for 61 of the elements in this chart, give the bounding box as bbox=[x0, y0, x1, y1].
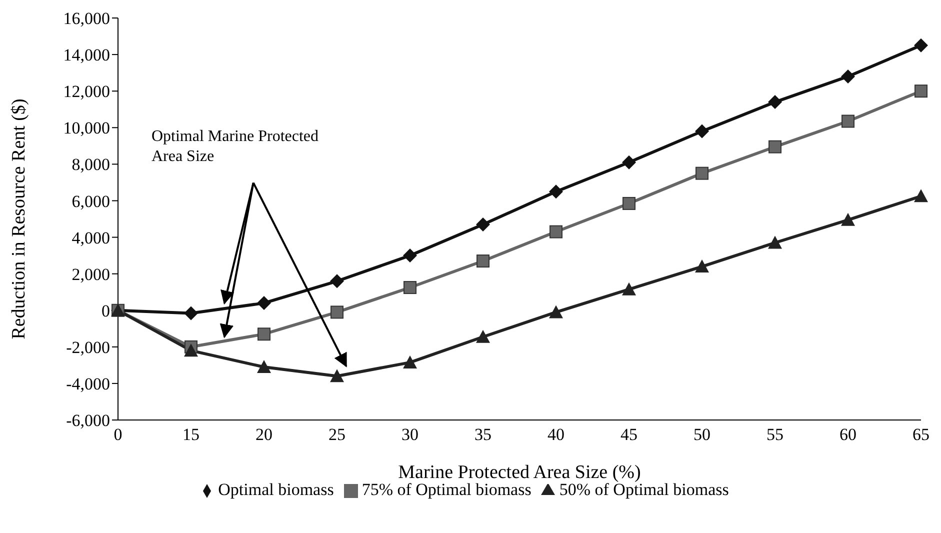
x-tick-label: 25 bbox=[328, 425, 346, 444]
point bbox=[768, 140, 782, 154]
x-tick-label: 35 bbox=[474, 425, 492, 444]
point bbox=[768, 95, 782, 110]
point bbox=[695, 124, 709, 138]
point bbox=[330, 369, 344, 382]
point bbox=[330, 274, 344, 288]
point bbox=[842, 114, 854, 128]
x-axis-title: Marine Protected Area Size (%) bbox=[398, 462, 641, 483]
y-tick-label: 12,000 bbox=[63, 82, 110, 102]
x-tick-label: 40 bbox=[548, 425, 564, 444]
point bbox=[330, 306, 344, 319]
y-tick-label: 16,000 bbox=[63, 9, 110, 28]
point bbox=[257, 296, 271, 310]
point bbox=[914, 84, 928, 98]
annotation: Optimal Marine Protected Area Size bbox=[151, 128, 319, 165]
point bbox=[403, 248, 417, 263]
y-tick-label: 10,000 bbox=[63, 118, 110, 138]
y-tick-label: 4,000 bbox=[72, 228, 110, 248]
y-tick-label: 0 bbox=[102, 301, 110, 320]
point bbox=[622, 196, 636, 210]
point bbox=[404, 281, 416, 294]
point bbox=[914, 38, 928, 52]
y-tick-label: 2,000 bbox=[72, 264, 110, 284]
point bbox=[695, 260, 709, 273]
point bbox=[622, 282, 636, 296]
point bbox=[258, 328, 270, 341]
x-tick-label: 15 bbox=[182, 425, 200, 444]
point bbox=[184, 344, 198, 357]
point bbox=[696, 166, 708, 180]
point bbox=[476, 254, 490, 268]
x-tick-label: 50 bbox=[694, 425, 710, 444]
y-tick-label: -6,000 bbox=[66, 411, 110, 430]
legend-label: 75% of Optimal biomass bbox=[362, 480, 532, 499]
x-tick-label: 55 bbox=[766, 425, 784, 444]
y-tick-label: 6,000 bbox=[72, 192, 110, 211]
y-tick-label: 14,000 bbox=[63, 46, 110, 65]
x-tick-label: 30 bbox=[402, 425, 418, 444]
point bbox=[841, 69, 855, 84]
point bbox=[184, 306, 198, 320]
x-tick-label: 60 bbox=[840, 425, 856, 444]
point bbox=[768, 236, 782, 249]
y-axis-title: Reduction in Resource Rent ($) bbox=[8, 98, 30, 340]
y-tick-label: -4,000 bbox=[66, 374, 110, 394]
point bbox=[841, 212, 855, 226]
y-tick-label: -2,000 bbox=[66, 338, 110, 357]
point bbox=[550, 225, 562, 238]
y-tick-label: 8,000 bbox=[72, 155, 110, 174]
x-tick-label: 45 bbox=[620, 425, 638, 444]
point bbox=[476, 217, 490, 232]
point bbox=[549, 184, 563, 199]
x-tick-label: 0 bbox=[114, 425, 122, 444]
point bbox=[549, 305, 563, 318]
point bbox=[403, 355, 417, 368]
point bbox=[622, 155, 636, 170]
x-tick-label: 65 bbox=[912, 425, 930, 444]
point bbox=[476, 330, 490, 343]
legend-label: Optimal biomass bbox=[218, 480, 334, 499]
point bbox=[257, 360, 271, 374]
x-tick-label: 20 bbox=[256, 425, 272, 444]
point bbox=[914, 189, 928, 202]
